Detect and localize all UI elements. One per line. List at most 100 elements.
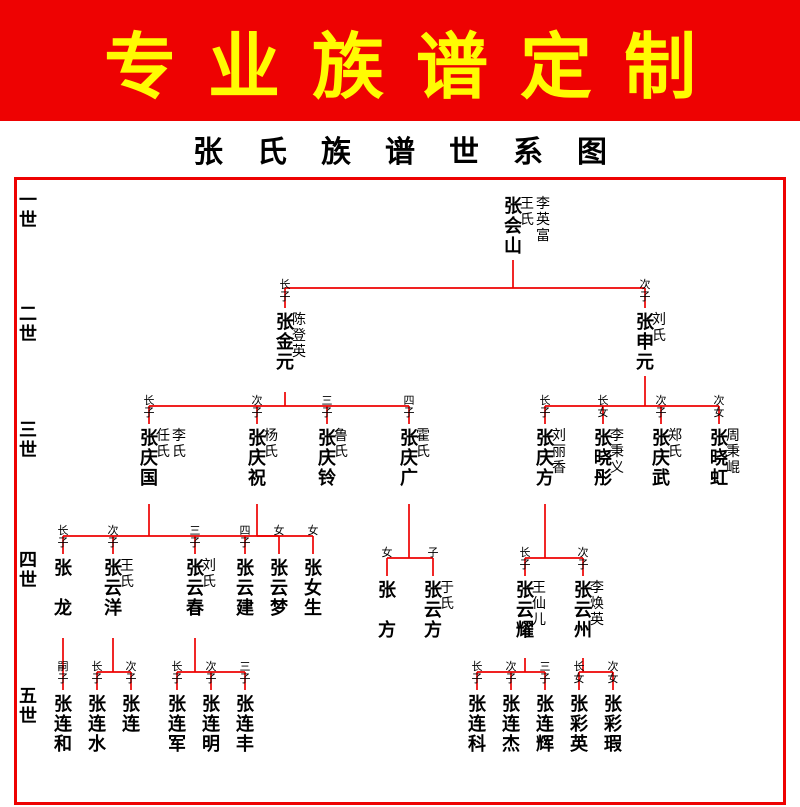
spouse-name: 王 [532, 581, 546, 596]
person-name: 方 [378, 619, 396, 640]
person-name: 连 [54, 713, 73, 734]
spouse-name: 崐 [726, 460, 740, 476]
rank-label: 女 [608, 671, 619, 685]
rank-label: 长 [172, 660, 183, 673]
spouse-name: 氏 [652, 328, 666, 344]
person-name: 科 [468, 733, 486, 754]
spouse-name: 秉 [610, 444, 624, 460]
rank-label: 长 [92, 660, 103, 673]
spouse-name: 刘 [202, 558, 216, 574]
rank-label: 长 [58, 524, 69, 537]
spouse-name: 儿 [532, 612, 546, 628]
gen-label: 世 [19, 210, 37, 230]
rank-label: 女 [274, 523, 285, 537]
person-name: 生 [304, 597, 322, 618]
rank-label: 嗣 [58, 660, 69, 673]
person-name: 张 [54, 558, 73, 578]
person-name: 武 [652, 468, 670, 488]
spouse-name: 鲁 [334, 428, 348, 444]
person-name: 元 [636, 352, 654, 372]
rank-label: 子 [240, 672, 251, 685]
person-name: 云 [270, 578, 288, 598]
rank-label: 四 [240, 525, 251, 537]
person-name: 梦 [270, 597, 289, 618]
person-name: 张 [378, 580, 397, 600]
person-name: 祝 [248, 467, 266, 488]
spouse-name: 丽 [552, 445, 566, 460]
rank-label: 子 [206, 672, 217, 685]
person-name: 张 [536, 694, 555, 714]
spouse-name: 英 [590, 611, 604, 628]
spouse-name: 李 [536, 196, 550, 212]
rank-label: 次 [506, 659, 517, 673]
person-name: 连 [536, 713, 555, 734]
rank-label: 长 [574, 660, 585, 673]
person-name: 龙 [54, 597, 72, 618]
spouse-name: 氏 [668, 444, 682, 460]
person-name: 春 [186, 597, 205, 618]
rank-label: 子 [172, 672, 183, 685]
person-name: 明 [202, 734, 220, 754]
rank-label: 子 [540, 672, 551, 685]
gen-label: 三 [19, 420, 37, 440]
rank-label: 长 [280, 278, 291, 291]
person-name: 张 [54, 694, 73, 714]
person-name: 丰 [236, 733, 254, 754]
person-name: 张 [270, 558, 289, 578]
person-name: 张 [604, 694, 623, 714]
rank-label: 子 [240, 536, 251, 549]
person-name: 和 [54, 734, 72, 754]
person-name: 山 [504, 236, 522, 256]
person-name: 瑕 [604, 734, 623, 754]
rank-label: 女 [382, 545, 393, 559]
person-name: 彩 [603, 714, 622, 734]
rank-label: 三 [240, 661, 251, 673]
spouse-name: 霍 [416, 428, 430, 444]
top-banner: 专业族谱定制 [0, 0, 800, 121]
spouse-name: 王 [520, 197, 534, 212]
spouse-name: 郑 [668, 428, 682, 444]
gen-label: 五 [19, 686, 37, 706]
rank-label: 长 [540, 394, 551, 407]
spouse-name: 氏 [264, 444, 278, 460]
person-name: 张 [236, 694, 255, 714]
gen-label: 四 [19, 550, 37, 570]
gen-label: 世 [19, 570, 37, 590]
spouse-name: 义 [610, 460, 624, 476]
person-name: 张 [202, 694, 221, 714]
person-name: 连 [88, 713, 107, 734]
rank-label: 三 [540, 661, 551, 673]
rank-label: 长 [144, 394, 155, 407]
rank-label: 子 [190, 536, 201, 549]
spouse-name: 氏 [416, 444, 430, 460]
rank-label: 子 [126, 672, 137, 685]
person-name: 张 [570, 694, 589, 714]
person-name: 英 [569, 733, 589, 754]
person-name: 连 [502, 713, 521, 734]
spouse-name: 氏 [172, 444, 186, 460]
rank-label: 子 [578, 558, 589, 571]
person-name: 军 [168, 734, 186, 754]
rank-label: 三 [190, 525, 201, 537]
tree-chart: 一世二世三世四世五世张会山王氏李英富长子张金元陈登英次子张申元刘氏长子张庆国任氏… [14, 177, 786, 805]
spouse-name: 氏 [120, 574, 134, 590]
person-name: 连 [236, 713, 255, 734]
rank-label: 四 [404, 395, 415, 407]
spouse-name: 焕 [590, 595, 604, 612]
person-name: 铃 [318, 467, 336, 488]
spouse-name: 王 [120, 559, 134, 574]
rank-label: 子 [108, 536, 119, 549]
person-name: 云 [236, 578, 254, 598]
spouse-name: 李 [172, 428, 186, 444]
person-name: 张 [88, 694, 107, 714]
person-name: 洋 [104, 597, 122, 618]
rank-label: 子 [520, 558, 531, 571]
person-name: 女 [304, 577, 322, 598]
gen-label: 世 [19, 706, 37, 726]
spouse-name: 氏 [440, 596, 454, 612]
spouse-name: 富 [536, 227, 550, 244]
spouse-name: 刘 [652, 312, 666, 328]
person-name: 水 [88, 733, 107, 754]
person-name: 杰 [502, 733, 520, 754]
spouse-name: 仙 [532, 596, 546, 612]
